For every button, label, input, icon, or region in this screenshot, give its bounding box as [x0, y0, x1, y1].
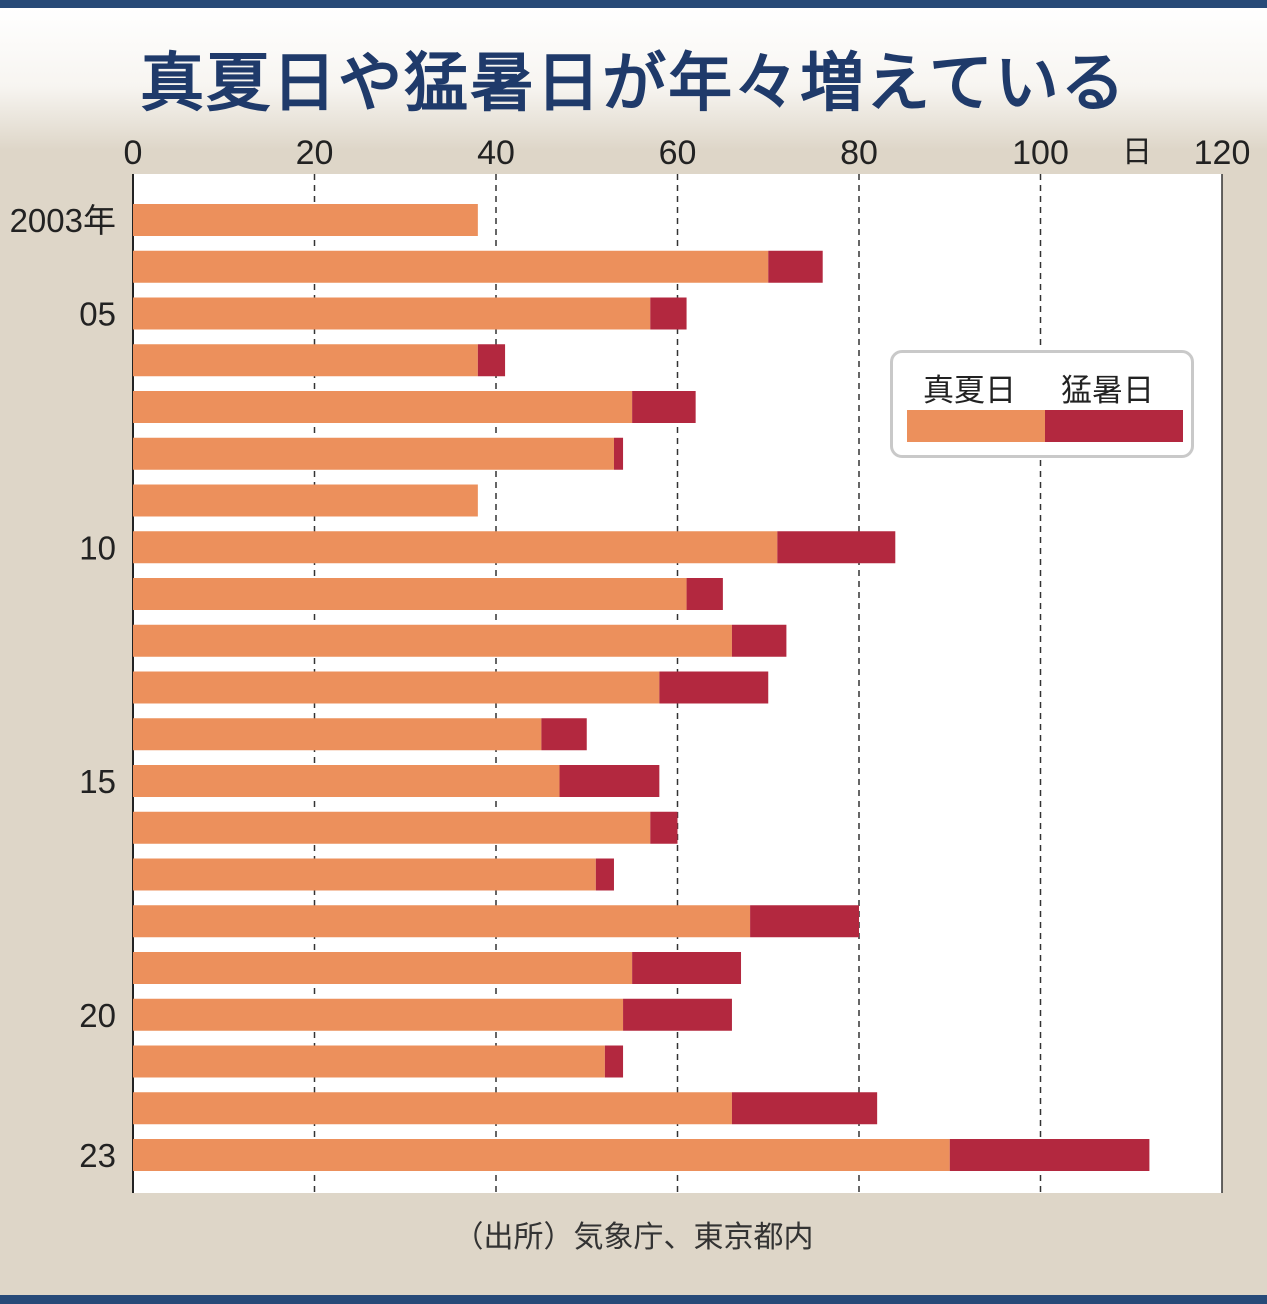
bar-mosho-2017	[595, 858, 614, 891]
x-tick-label-20: 20	[296, 134, 334, 172]
bar-manatsubi-2019	[133, 952, 633, 984]
x-tick-label-60: 60	[659, 134, 697, 172]
bar-mosho-2008	[613, 437, 624, 470]
bar-manatsubi-2023	[133, 1139, 950, 1171]
bar-manatsubi-2009	[133, 484, 478, 517]
x-tick-label-0: 0	[124, 134, 143, 172]
legend-swatch-mosho	[1045, 410, 1183, 442]
y-tick-label-2003: 2003年	[10, 202, 116, 239]
bar-manatsubi-2013	[133, 671, 660, 704]
bar-mosho-2004	[768, 250, 823, 283]
y-tick-label-2005: 05	[79, 296, 116, 333]
bar-manatsubi-2003	[133, 204, 478, 236]
bottom-band	[0, 1295, 1267, 1304]
legend-label-mosho: 猛暑日	[1061, 373, 1154, 409]
bar-mosho-2005	[650, 297, 687, 330]
y-tick-label-2023: 23	[79, 1137, 116, 1174]
bar-manatsubi-2021	[133, 1045, 605, 1078]
bar-manatsubi-2004	[133, 250, 769, 283]
bar-manatsubi-2006	[133, 344, 478, 377]
legend: 真夏日 猛暑日	[890, 350, 1194, 458]
bar-mosho-2016	[650, 811, 678, 844]
y-tick-label-2010: 10	[79, 529, 116, 566]
bar-mosho-2015	[559, 765, 660, 797]
bar-mosho-2006	[477, 344, 506, 377]
bar-manatsubi-2011	[133, 578, 687, 610]
bar-mosho-2023	[949, 1139, 1150, 1171]
x-tick-label-120: 120	[1194, 134, 1251, 172]
bar-manatsubi-2016	[133, 811, 651, 844]
bar-manatsubi-2014	[133, 718, 542, 751]
chart-title: 真夏日や猛暑日が年々増えている	[140, 47, 1127, 121]
y-tick-label-2015: 15	[79, 763, 116, 800]
bar-manatsubi-2020	[133, 998, 624, 1031]
bar-manatsubi-2018	[133, 905, 751, 938]
bar-manatsubi-2005	[133, 297, 651, 330]
bar-manatsubi-2008	[133, 437, 614, 470]
bar-manatsubi-2022	[133, 1092, 732, 1125]
title-background	[0, 8, 1267, 150]
bar-mosho-2014	[541, 718, 587, 751]
bar-mosho-2019	[632, 952, 742, 984]
bar-mosho-2012	[731, 624, 787, 657]
bar-manatsubi-2012	[133, 624, 732, 657]
bar-mosho-2007	[632, 391, 696, 423]
x-unit-label: 日	[1122, 135, 1152, 170]
bar-mosho-2010	[777, 531, 896, 564]
bar-manatsubi-2007	[133, 391, 633, 423]
top-band	[0, 0, 1267, 8]
bar-mosho-2011	[686, 578, 723, 610]
bar-mosho-2018	[750, 905, 859, 938]
bar-mosho-2021	[604, 1045, 624, 1078]
bar-mosho-2022	[731, 1092, 878, 1125]
legend-swatch-manatsubi	[907, 410, 1045, 442]
legend-label-manatsubi: 真夏日	[923, 373, 1016, 409]
bar-manatsubi-2015	[133, 765, 560, 797]
x-tick-label-80: 80	[840, 134, 878, 172]
bar-mosho-2020	[623, 998, 732, 1031]
x-tick-label-40: 40	[477, 134, 515, 172]
bar-mosho-2013	[659, 671, 769, 704]
y-tick-label-2020: 20	[79, 997, 116, 1034]
bar-manatsubi-2010	[133, 531, 778, 564]
bar-manatsubi-2017	[133, 858, 596, 891]
x-tick-label-100: 100	[1012, 134, 1069, 172]
source-note: （出所）気象庁、東京都内	[453, 1220, 814, 1255]
